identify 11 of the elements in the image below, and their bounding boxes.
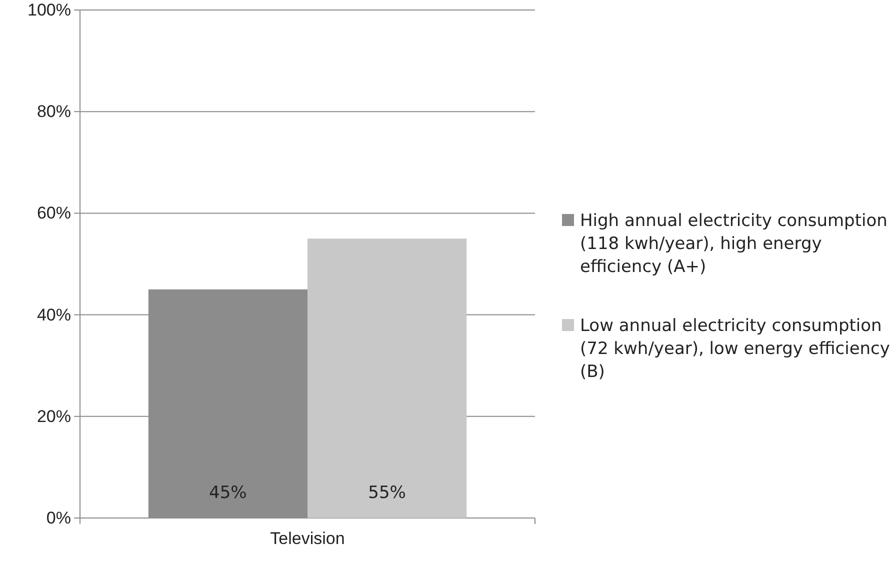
y-tick-label: 60% (36, 204, 71, 223)
y-tick-label: 80% (36, 102, 71, 122)
x-tick-label: Television (270, 529, 345, 548)
legend-label: Low annual electricity consumption (72 kwh/year), low energy efficiency (B) (580, 316, 890, 382)
data-label: 55% (368, 483, 406, 503)
y-tick-label: 100% (28, 0, 71, 20)
data-label: 45% (209, 483, 247, 503)
y-tick-label: 20% (36, 406, 71, 426)
y-tick-label: 0% (46, 508, 71, 528)
y-tick-label: 40% (36, 305, 71, 324)
legend-label: High annual electricity consumption (118 kwh/year), high energy efficiency (A+) (580, 211, 888, 277)
